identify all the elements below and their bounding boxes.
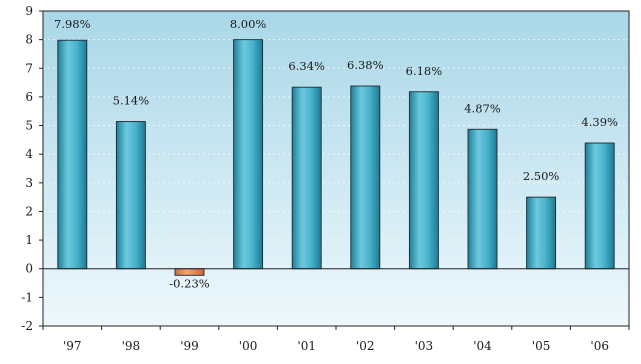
bar-9 <box>584 142 615 270</box>
data-label: 4.39% <box>581 115 618 129</box>
data-label: -0.23% <box>169 276 209 290</box>
x-tick-label: '02 <box>356 339 375 353</box>
y-tick-label: 5 <box>25 119 33 133</box>
bar-3 <box>233 39 264 270</box>
bar-0 <box>57 39 88 270</box>
axes <box>39 10 630 330</box>
y-tick-label: 2 <box>25 204 33 218</box>
labels: 9 8 7 6 5 4 3 2 1 0 -1 -2 '97 '98 '99 '00 '01 '02 '03 '04 '0… <box>21 4 618 353</box>
x-tick-label: '00 <box>239 339 258 353</box>
y-tick-label: 8 <box>25 33 33 47</box>
bar-6 <box>408 91 439 270</box>
x-tick-label: '01 <box>297 339 316 353</box>
bar-8 <box>526 196 557 270</box>
bar-1 <box>115 121 146 270</box>
data-label: 4.87% <box>464 101 501 115</box>
y-tick-label: -1 <box>21 290 33 304</box>
bar-7 <box>467 128 498 270</box>
x-tick-label: '98 <box>122 339 141 353</box>
y-tick-label: 7 <box>25 61 33 75</box>
x-tick-label: '05 <box>532 339 551 353</box>
bar-2 <box>174 268 205 276</box>
data-label: 2.50% <box>523 169 560 183</box>
x-tick-label: '03 <box>415 339 434 353</box>
x-tick-label: '04 <box>473 339 492 353</box>
x-tick-label: '06 <box>590 339 609 353</box>
y-tick-label: 6 <box>25 90 33 104</box>
y-tick-label: 3 <box>25 176 33 190</box>
bar-4 <box>291 86 322 270</box>
y-tick-label: 9 <box>25 4 33 18</box>
y-tick-label: 4 <box>25 147 33 161</box>
bar-5 <box>350 85 381 270</box>
bars <box>57 39 615 276</box>
y-tick-label: 0 <box>25 262 33 276</box>
y-tick-label: 1 <box>25 233 33 247</box>
data-label: 6.18% <box>406 64 443 78</box>
y-tick-label: -2 <box>21 319 33 333</box>
data-label: 8.00% <box>230 17 267 31</box>
data-label: 5.14% <box>113 94 150 108</box>
data-label: 6.38% <box>347 58 384 72</box>
x-tick-label: '97 <box>63 339 82 353</box>
data-label: 6.34% <box>288 59 325 73</box>
data-label: 7.98% <box>54 17 91 31</box>
x-tick-label: '99 <box>180 339 199 353</box>
